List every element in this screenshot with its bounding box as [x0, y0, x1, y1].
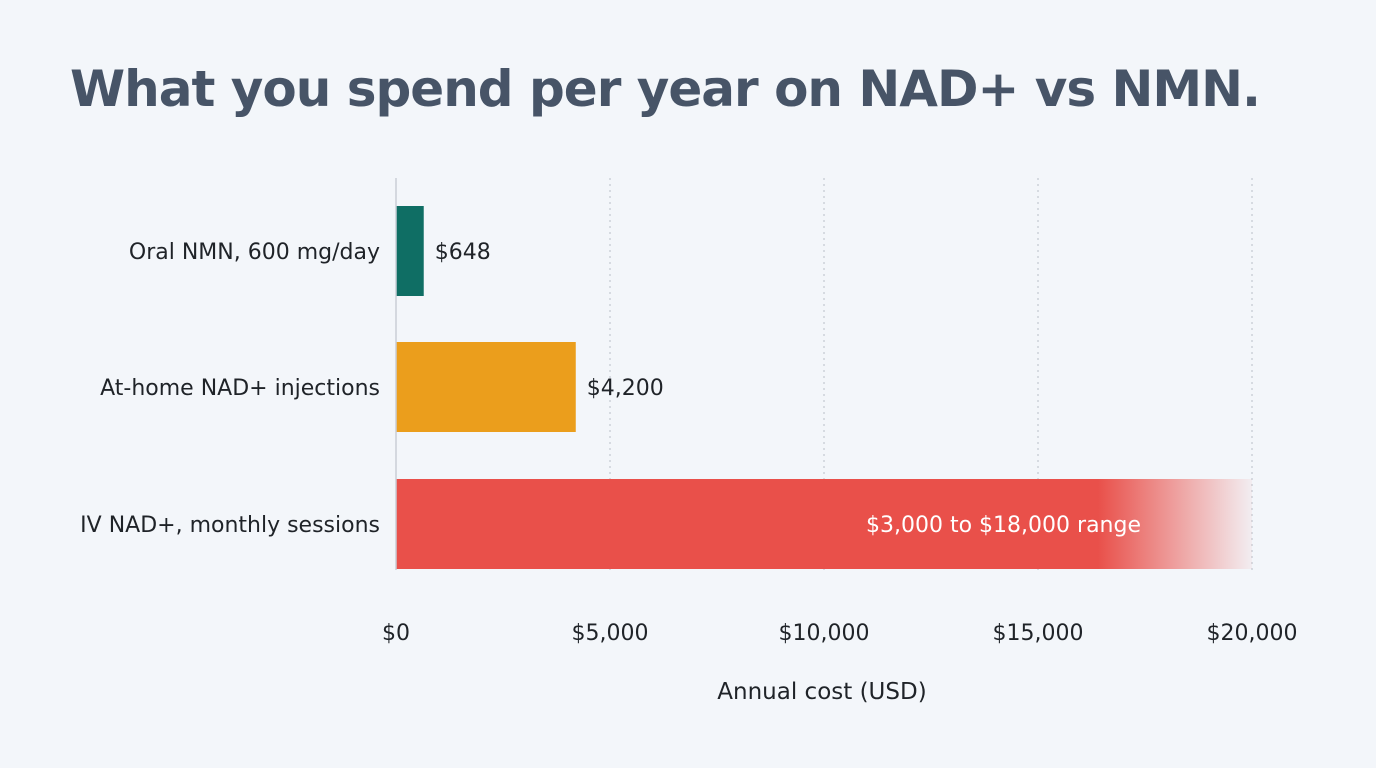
- category-label-2: IV NAD+, monthly sessions: [80, 513, 380, 538]
- bar-2: [396, 479, 1252, 569]
- value-label-0: $648: [435, 240, 491, 265]
- x-tick-label-4: $20,000: [1207, 621, 1298, 646]
- value-label-2: $3,000 to $18,000 range: [866, 513, 1141, 538]
- x-tick-label-0: $0: [382, 621, 410, 646]
- x-tick-label-2: $10,000: [779, 621, 870, 646]
- bar-0: [396, 206, 424, 296]
- bar-1: [396, 342, 576, 432]
- axes: $0 $5,000 $10,000 $15,000 $20,000 Annual cost…: [382, 178, 1297, 705]
- x-axis-title: Annual cost (USD): [717, 679, 926, 705]
- bars: [396, 206, 1252, 569]
- x-tick-label-3: $15,000: [993, 621, 1084, 646]
- chart-title: What you spend per year on NAD+ vs NMN.: [70, 60, 1261, 118]
- labels: Oral NMN, 600 mg/day $648 At-home NAD+ inj…: [80, 240, 1141, 538]
- x-tick-label-1: $5,000: [572, 621, 649, 646]
- category-label-1: At-home NAD+ injections: [100, 376, 380, 401]
- value-label-1: $4,200: [587, 376, 664, 401]
- category-label-0: Oral NMN, 600 mg/day: [129, 240, 380, 265]
